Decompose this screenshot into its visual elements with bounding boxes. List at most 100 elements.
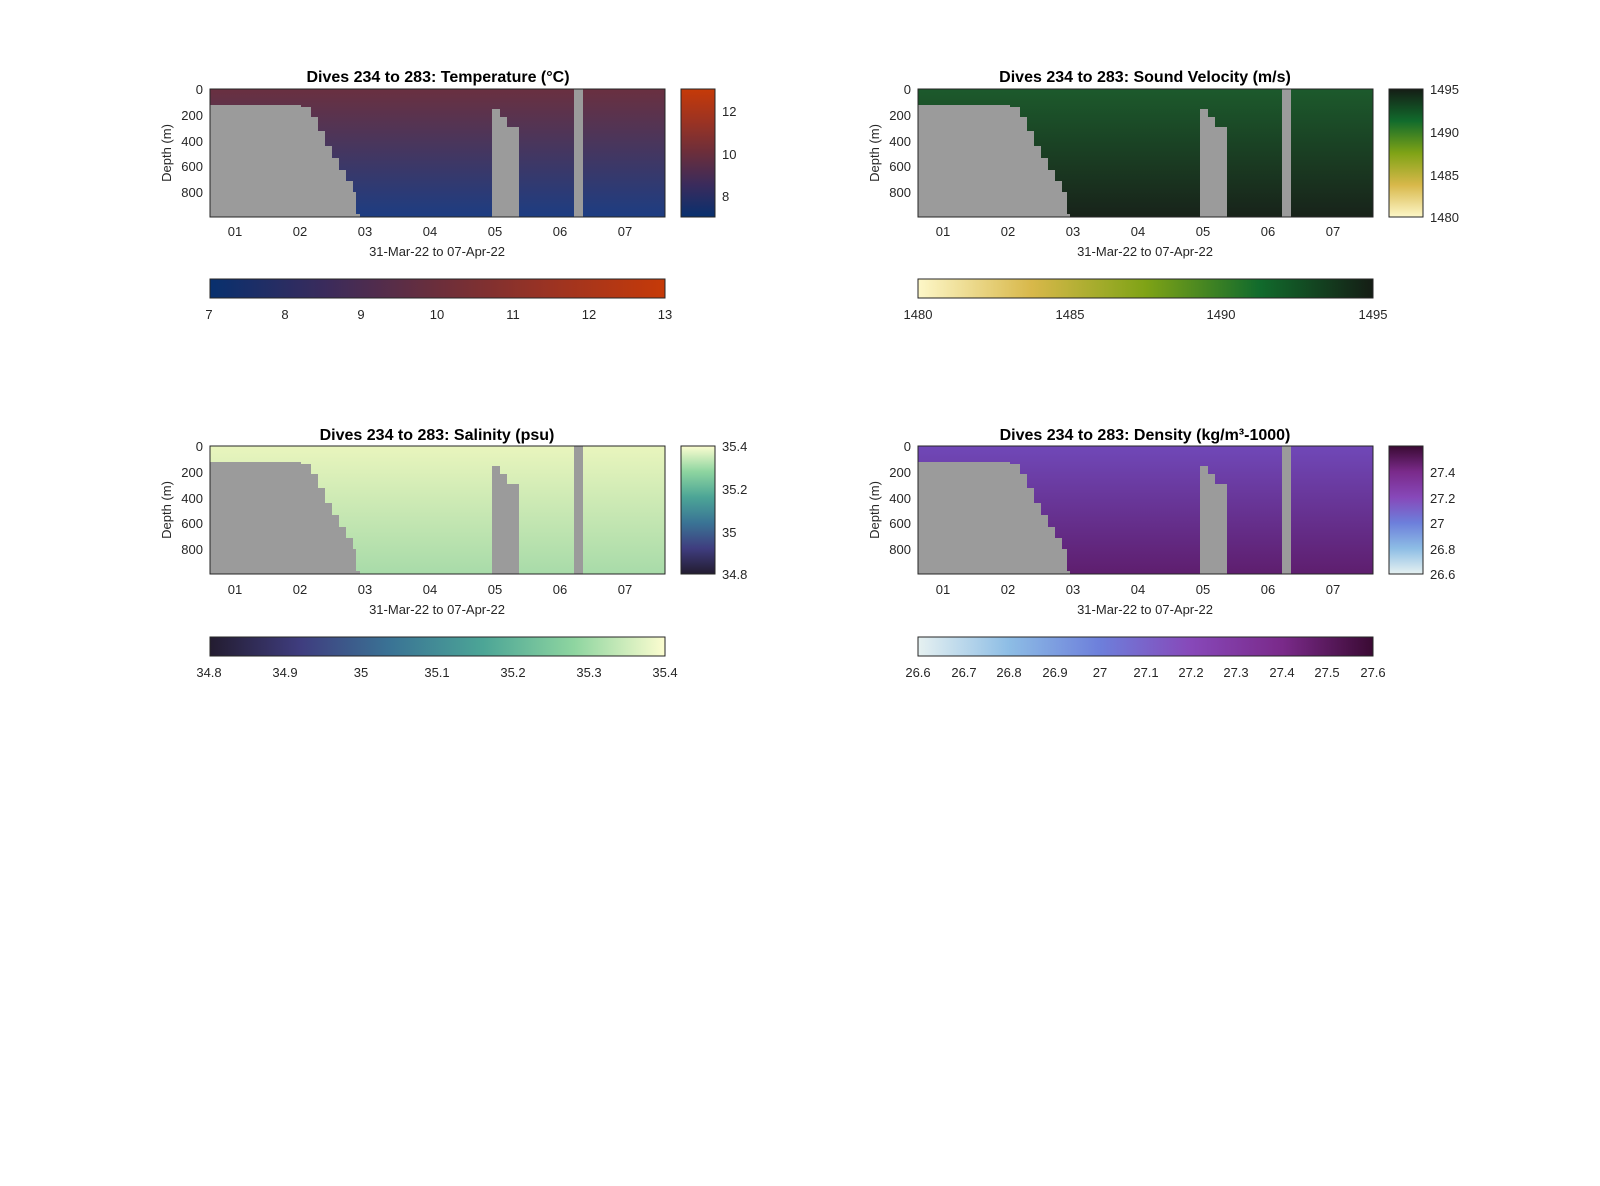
salinity-bottom-cbar-tick-2: 35 xyxy=(354,665,368,680)
sound-velocity-y-axis: 0 200 400 600 800 Depth (m) xyxy=(867,82,911,200)
temperature-ytick-3: 600 xyxy=(181,159,203,174)
sound-velocity-bottom-colorbar-ramp xyxy=(917,278,1374,299)
salinity-xtick-3: 04 xyxy=(423,582,437,597)
salinity-y-axis: 0 200 400 600 800 Depth (m) xyxy=(159,439,203,557)
salinity-ytick-0: 0 xyxy=(196,439,203,454)
density-xtick-5: 06 xyxy=(1261,582,1275,597)
salinity-side-colorbar: 35.4 35.2 35 34.8 xyxy=(680,439,747,582)
sound-velocity-xtick-1: 02 xyxy=(1001,224,1015,239)
salinity-ytick-1: 200 xyxy=(181,465,203,480)
density-ytick-2: 400 xyxy=(889,491,911,506)
salinity-land-mask-b xyxy=(492,466,519,574)
sound-velocity-ytick-1: 200 xyxy=(889,108,911,123)
density-xtick-1: 02 xyxy=(1001,582,1015,597)
sound-velocity-bottom-cbar-tick-3: 1495 xyxy=(1359,307,1388,322)
density-bottom-cbar-tick-4: 27 xyxy=(1093,665,1107,680)
temperature-side-cbar-tick-1: 10 xyxy=(722,147,736,162)
density-bottom-cbar-tick-9: 27.5 xyxy=(1314,665,1339,680)
temperature-xtick-0: 01 xyxy=(228,224,242,239)
temperature-y-axis: 0 200 400 600 800 Depth (m) xyxy=(159,82,203,200)
sound-velocity-side-colorbar: 1495 1490 1485 1480 xyxy=(1388,82,1459,225)
salinity-panel: Dives 234 to 283: Salinity (psu) 0 200 4… xyxy=(159,427,747,680)
sound-velocity-side-cbar-tick-3: 1480 xyxy=(1430,210,1459,225)
temperature-title: Dives 234 to 283: Temperature (°C) xyxy=(306,69,569,86)
density-bottom-cbar-tick-1: 26.7 xyxy=(951,665,976,680)
sound-velocity-bottom-cbar-tick-0: 1480 xyxy=(904,307,933,322)
salinity-side-cbar-tick-1: 35.2 xyxy=(722,482,747,497)
density-xlabel: 31-Mar-22 to 07-Apr-22 xyxy=(1077,602,1213,617)
temperature-panel: Dives 234 to 283: Temperature (°C) 0 200… xyxy=(159,69,736,322)
salinity-bottom-cbar-tick-6: 35.4 xyxy=(652,665,677,680)
temperature-xtick-3: 04 xyxy=(423,224,437,239)
sound-velocity-side-cbar-tick-2: 1485 xyxy=(1430,168,1459,183)
density-side-cbar-tick-1: 27.2 xyxy=(1430,491,1455,506)
salinity-land-mask xyxy=(210,462,360,574)
density-ylabel: Depth (m) xyxy=(867,481,882,539)
temperature-land-mask xyxy=(210,105,360,217)
sound-velocity-ytick-3: 600 xyxy=(889,159,911,174)
salinity-side-cbar-tick-0: 35.4 xyxy=(722,439,747,454)
density-bottom-cbar-tick-10: 27.6 xyxy=(1360,665,1385,680)
sound-velocity-side-colorbar-ramp xyxy=(1388,88,1424,218)
temperature-bottom-cbar-tick-2: 9 xyxy=(357,307,364,322)
salinity-xtick-1: 02 xyxy=(293,582,307,597)
sound-velocity-gap-strip xyxy=(1282,89,1291,217)
density-ytick-3: 600 xyxy=(889,516,911,531)
temperature-side-colorbar-ramp xyxy=(680,88,716,218)
sound-velocity-ytick-4: 800 xyxy=(889,185,911,200)
temperature-ytick-2: 400 xyxy=(181,134,203,149)
density-bottom-colorbar-ramp xyxy=(917,636,1374,657)
sound-velocity-ytick-0: 0 xyxy=(904,82,911,97)
density-bottom-colorbar: 26.6 26.7 26.8 26.9 27 27.1 27.2 27.3 27… xyxy=(905,636,1386,680)
salinity-ytick-2: 400 xyxy=(181,491,203,506)
density-bottom-cbar-tick-0: 26.6 xyxy=(905,665,930,680)
density-side-cbar-tick-0: 27.4 xyxy=(1430,465,1455,480)
salinity-bottom-cbar-tick-3: 35.1 xyxy=(424,665,449,680)
temperature-side-colorbar: 12 10 8 xyxy=(680,88,736,218)
density-ytick-1: 200 xyxy=(889,465,911,480)
density-xtick-4: 05 xyxy=(1196,582,1210,597)
salinity-bottom-colorbar-ramp xyxy=(209,636,666,657)
temperature-xtick-1: 02 xyxy=(293,224,307,239)
temperature-xtick-4: 05 xyxy=(488,224,502,239)
sound-velocity-heatmap xyxy=(917,88,1374,218)
temperature-bottom-cbar-tick-3: 10 xyxy=(430,307,444,322)
density-ytick-4: 800 xyxy=(889,542,911,557)
sound-velocity-side-cbar-tick-1: 1490 xyxy=(1430,125,1459,140)
salinity-bottom-cbar-tick-5: 35.3 xyxy=(576,665,601,680)
salinity-bottom-cbar-tick-0: 34.8 xyxy=(196,665,221,680)
sound-velocity-xlabel: 31-Mar-22 to 07-Apr-22 xyxy=(1077,244,1213,259)
temperature-bottom-cbar-tick-4: 11 xyxy=(506,307,520,322)
temperature-xtick-2: 03 xyxy=(358,224,372,239)
temperature-side-cbar-tick-0: 12 xyxy=(722,104,736,119)
salinity-side-colorbar-ramp xyxy=(680,445,716,575)
sound-velocity-xtick-6: 07 xyxy=(1326,224,1340,239)
salinity-title: Dives 234 to 283: Salinity (psu) xyxy=(320,427,555,444)
salinity-ytick-3: 600 xyxy=(181,516,203,531)
temperature-bottom-colorbar-ramp xyxy=(209,278,666,299)
density-bottom-cbar-tick-7: 27.3 xyxy=(1223,665,1248,680)
temperature-bottom-cbar-tick-0: 7 xyxy=(205,307,212,322)
density-title: Dives 234 to 283: Density (kg/m³-1000) xyxy=(1000,427,1291,444)
sound-velocity-xtick-4: 05 xyxy=(1196,224,1210,239)
temperature-xlabel: 31-Mar-22 to 07-Apr-22 xyxy=(369,244,505,259)
density-axes-box xyxy=(917,445,1374,575)
salinity-x-axis: 01 02 03 04 05 06 07 31-Mar-22 to 07-Apr… xyxy=(228,582,632,617)
salinity-heatmap xyxy=(209,445,666,575)
salinity-xtick-6: 07 xyxy=(618,582,632,597)
density-bottom-cbar-tick-8: 27.4 xyxy=(1269,665,1294,680)
sound-velocity-land-mask xyxy=(918,105,1070,217)
temperature-ytick-4: 800 xyxy=(181,185,203,200)
density-panel: Dives 234 to 283: Density (kg/m³-1000) 0… xyxy=(867,427,1455,680)
density-xtick-3: 04 xyxy=(1131,582,1145,597)
temperature-ylabel: Depth (m) xyxy=(159,124,174,182)
density-heatmap xyxy=(917,445,1374,575)
temperature-axes-box xyxy=(209,88,666,218)
density-bottom-cbar-tick-5: 27.1 xyxy=(1133,665,1158,680)
density-xtick-0: 01 xyxy=(936,582,950,597)
density-x-axis: 01 02 03 04 05 06 07 31-Mar-22 to 07-Apr… xyxy=(936,582,1340,617)
temperature-xtick-6: 07 xyxy=(618,224,632,239)
temperature-bottom-cbar-tick-1: 8 xyxy=(281,307,288,322)
density-side-colorbar: 27.4 27.2 27 26.8 26.6 xyxy=(1388,445,1455,582)
